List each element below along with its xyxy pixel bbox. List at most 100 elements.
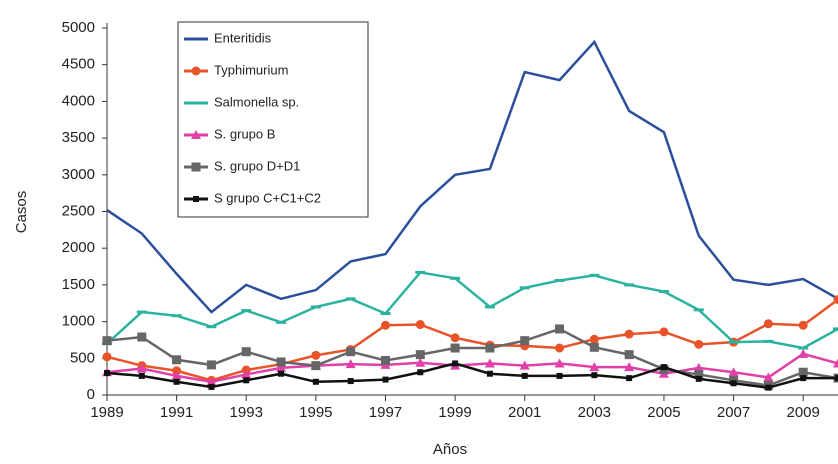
x-tick-label: 1993 — [230, 404, 263, 421]
marker — [694, 339, 704, 349]
marker — [728, 340, 739, 344]
marker — [589, 334, 599, 344]
marker — [137, 332, 147, 342]
marker — [555, 324, 565, 334]
marker — [173, 378, 180, 385]
marker — [728, 367, 739, 377]
marker — [382, 376, 389, 383]
series-line — [106, 362, 838, 389]
marker — [347, 378, 354, 385]
marker — [484, 305, 495, 309]
y-tick-label: 0 — [87, 386, 95, 403]
series-line — [106, 271, 838, 350]
marker — [276, 357, 286, 367]
marker — [136, 363, 147, 373]
marker — [241, 369, 252, 379]
y-axis-label: Casos — [13, 191, 30, 234]
series-line — [106, 352, 838, 384]
series — [104, 360, 838, 391]
marker — [415, 357, 426, 367]
y-tick-label: 3000 — [62, 166, 95, 183]
marker — [380, 356, 390, 366]
marker — [765, 384, 772, 391]
marker — [589, 362, 600, 372]
marker — [659, 327, 669, 337]
marker — [276, 320, 287, 324]
marker — [208, 383, 215, 390]
x-tick-label: 1989 — [90, 404, 123, 421]
marker — [835, 375, 838, 382]
marker — [278, 370, 285, 377]
marker — [798, 367, 808, 377]
marker — [554, 278, 565, 282]
marker — [730, 380, 737, 387]
marker — [591, 372, 598, 379]
marker — [486, 370, 493, 377]
x-axis-label: Años — [433, 441, 467, 458]
legend-box — [177, 21, 369, 218]
x-tick-label: 1999 — [438, 404, 471, 421]
y-tick-label: 2500 — [62, 202, 95, 219]
marker — [624, 329, 634, 339]
marker — [206, 376, 217, 386]
marker — [798, 346, 809, 350]
marker — [624, 362, 635, 372]
marker — [520, 336, 530, 346]
marker — [191, 66, 201, 76]
marker — [554, 358, 565, 368]
marker — [626, 375, 633, 382]
x-tick-label: 1991 — [160, 404, 193, 421]
marker — [102, 352, 112, 362]
marker — [555, 343, 565, 353]
marker — [380, 320, 390, 330]
marker — [415, 350, 425, 360]
x-tick-label: 2001 — [508, 404, 541, 421]
legend-label: S. grupo B — [214, 126, 275, 141]
marker — [833, 327, 838, 331]
legend-label: Typhimurium — [214, 62, 288, 77]
y-tick-label: 2000 — [62, 239, 95, 256]
marker — [798, 320, 808, 330]
marker — [519, 360, 530, 370]
marker — [658, 290, 669, 294]
y-tick-label: 4500 — [62, 56, 95, 73]
marker — [191, 101, 201, 105]
x-tick-label: 2009 — [787, 404, 820, 421]
y-tick-label: 1500 — [62, 276, 95, 293]
legend-label: S. grupo D+D1 — [214, 158, 300, 173]
marker — [345, 359, 356, 369]
marker — [193, 196, 199, 202]
x-tick-label: 1997 — [369, 404, 402, 421]
marker — [415, 320, 425, 330]
marker — [104, 369, 110, 376]
marker — [310, 305, 321, 309]
series — [106, 39, 838, 314]
marker — [660, 364, 667, 371]
marker — [763, 372, 774, 382]
marker — [415, 270, 426, 274]
marker — [452, 360, 459, 367]
series-line — [106, 298, 838, 382]
marker — [450, 333, 460, 343]
marker — [624, 283, 635, 287]
marker — [694, 369, 704, 379]
marker — [624, 350, 634, 360]
x-tick-label: 2003 — [578, 404, 611, 421]
marker — [311, 350, 321, 360]
x-tick-label: 1995 — [299, 404, 332, 421]
marker — [172, 355, 182, 365]
series-line — [106, 39, 838, 314]
marker — [556, 372, 563, 379]
marker — [243, 377, 250, 384]
marker — [833, 295, 838, 305]
marker — [206, 360, 216, 370]
series — [102, 324, 838, 390]
marker — [346, 347, 356, 357]
marker — [191, 162, 201, 172]
series-line — [106, 327, 838, 387]
marker — [241, 309, 252, 313]
marker — [450, 343, 460, 353]
marker — [102, 336, 112, 346]
marker — [172, 366, 182, 376]
